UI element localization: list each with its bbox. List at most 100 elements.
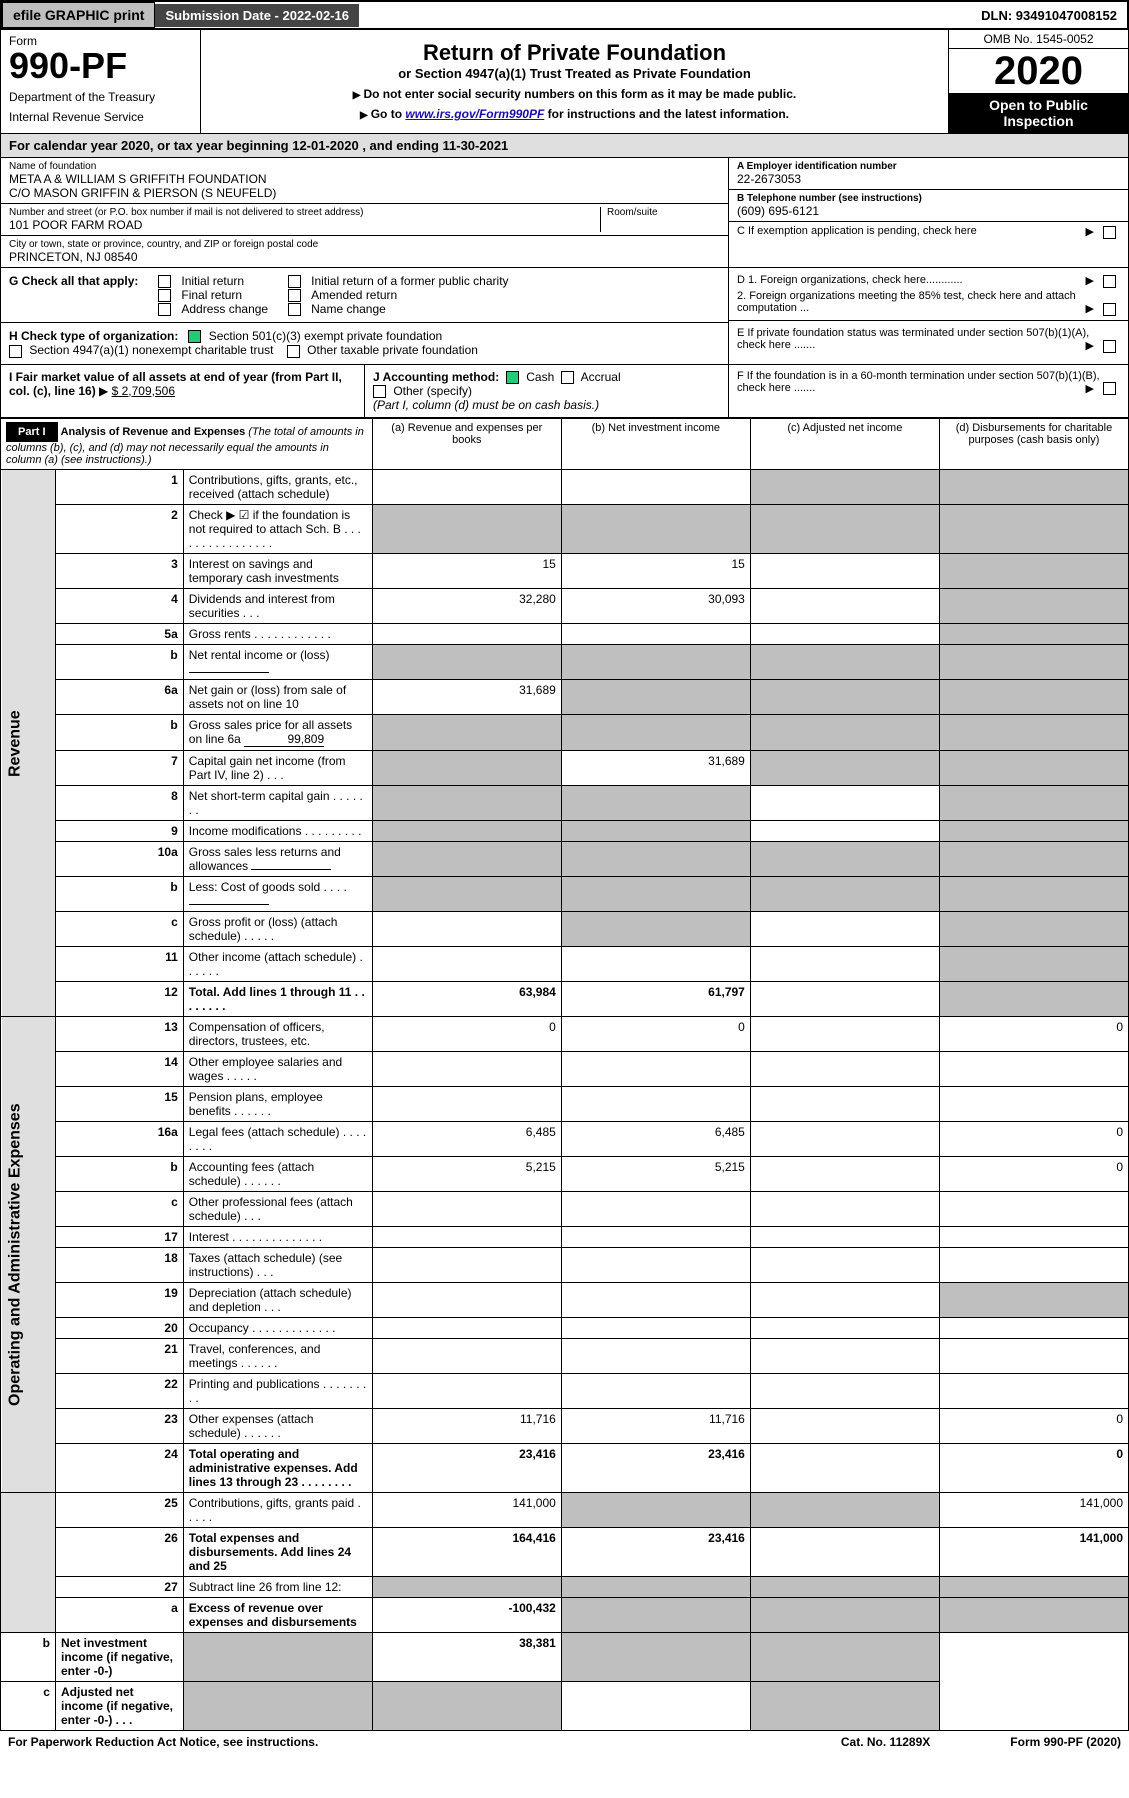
amt-cell	[939, 505, 1128, 554]
line-desc: Net rental income or (loss)	[183, 645, 372, 680]
amt-cell	[750, 505, 939, 554]
amt-cell	[372, 786, 561, 821]
j-accrual: Accrual	[581, 370, 621, 384]
amt-cell	[750, 1598, 939, 1633]
chk-cash[interactable]	[506, 371, 519, 384]
tax-year: 2020	[949, 49, 1128, 93]
address: 101 POOR FARM ROAD	[9, 218, 600, 232]
d2-chk[interactable]	[1103, 303, 1116, 316]
chk-initial[interactable]	[158, 275, 171, 288]
amt-cell	[939, 1339, 1128, 1374]
entity-block: Name of foundation META A & WILLIAM S GR…	[0, 158, 1129, 268]
amt-cell	[561, 912, 750, 947]
amt-cell	[372, 1052, 561, 1087]
amt-cell	[750, 1052, 939, 1087]
chk-501c3[interactable]	[188, 330, 201, 343]
amt-cell: 23,416	[372, 1444, 561, 1493]
amt-cell	[372, 1339, 561, 1374]
line-desc: Other professional fees (attach schedule…	[183, 1192, 372, 1227]
amt-cell	[372, 912, 561, 947]
chk-name[interactable]	[288, 303, 301, 316]
amt-cell: 141,000	[372, 1493, 561, 1528]
amt-cell: 5,215	[372, 1157, 561, 1192]
chk-accrual[interactable]	[561, 371, 574, 384]
chk-final[interactable]	[158, 289, 171, 302]
chk-other-tax[interactable]	[287, 345, 300, 358]
city-value: PRINCETON, NJ 08540	[9, 250, 720, 264]
amt-cell	[939, 1374, 1128, 1409]
amt-cell	[561, 1339, 750, 1374]
amt-cell	[939, 947, 1128, 982]
chk-addr[interactable]	[158, 303, 171, 316]
line-num: 6a	[55, 680, 183, 715]
amt-cell	[561, 1493, 750, 1528]
amt-cell	[561, 1577, 750, 1598]
chk-other-method[interactable]	[373, 385, 386, 398]
line-desc: Net gain or (loss) from sale of assets n…	[183, 680, 372, 715]
efile-button[interactable]: efile GRAPHIC print	[2, 2, 155, 28]
amt-cell	[372, 1087, 561, 1122]
amt-cell	[750, 786, 939, 821]
j-note: (Part I, column (d) must be on cash basi…	[373, 398, 599, 412]
d1-chk[interactable]	[1103, 275, 1116, 288]
line-num: 20	[55, 1318, 183, 1339]
line-desc: Printing and publications . . . . . . . …	[183, 1374, 372, 1409]
line-num: 26	[55, 1528, 183, 1577]
amt-cell	[939, 877, 1128, 912]
amt-cell	[750, 1409, 939, 1444]
irs-link[interactable]: www.irs.gov/Form990PF	[405, 107, 544, 121]
h-label: H Check type of organization:	[9, 329, 178, 343]
amt-cell: 5,215	[561, 1157, 750, 1192]
amt-cell: 141,000	[939, 1493, 1128, 1528]
amt-cell	[750, 877, 939, 912]
amt-cell	[750, 1339, 939, 1374]
amt-cell	[561, 1682, 750, 1731]
amt-cell: 0	[372, 1017, 561, 1052]
amt-cell	[750, 912, 939, 947]
chk-amended[interactable]	[288, 289, 301, 302]
line-num: b	[1, 1633, 56, 1682]
amt-cell	[750, 1633, 939, 1682]
amt-cell	[750, 1017, 939, 1052]
instr-2-post: for instructions and the latest informat…	[544, 107, 789, 121]
omb-number: OMB No. 1545-0052	[949, 30, 1128, 49]
chk-former[interactable]	[288, 275, 301, 288]
amt-cell: 31,689	[372, 680, 561, 715]
amt-cell: 6,485	[561, 1122, 750, 1157]
amt-cell	[750, 1493, 939, 1528]
ein-label: A Employer identification number	[737, 161, 1120, 172]
line-desc: Subtract line 26 from line 12:	[183, 1577, 372, 1598]
c-checkbox[interactable]	[1103, 226, 1116, 239]
amt-cell	[939, 821, 1128, 842]
amt-cell	[939, 1577, 1128, 1598]
opt-addr: Address change	[181, 302, 268, 316]
amt-cell: 11,716	[372, 1409, 561, 1444]
amt-cell	[939, 1598, 1128, 1633]
addr-label: Number and street (or P.O. box number if…	[9, 207, 600, 218]
chk-4947[interactable]	[9, 345, 22, 358]
amt-cell	[750, 470, 939, 505]
f-chk[interactable]	[1103, 382, 1116, 395]
col-b: (b) Net investment income	[561, 419, 750, 470]
amt-cell	[750, 947, 939, 982]
amt-cell	[750, 1122, 939, 1157]
line-num: 25	[55, 1493, 183, 1528]
line-num: b	[55, 715, 183, 751]
e-chk[interactable]	[1103, 340, 1116, 353]
amt-cell	[939, 751, 1128, 786]
line-desc: Travel, conferences, and meetings . . . …	[183, 1339, 372, 1374]
line-desc: Contributions, gifts, grants, etc., rece…	[183, 470, 372, 505]
line-desc: Total operating and administrative expen…	[183, 1444, 372, 1493]
amt-cell	[750, 1528, 939, 1577]
amt-cell	[750, 680, 939, 715]
phone-label: B Telephone number (see instructions)	[737, 193, 1120, 204]
line-desc: Other employee salaries and wages . . . …	[183, 1052, 372, 1087]
form-number: 990-PF	[9, 48, 192, 84]
amt-cell	[372, 1577, 561, 1598]
amt-cell	[561, 1374, 750, 1409]
foundation-name-2: C/O MASON GRIFFIN & PIERSON (S NEUFELD)	[9, 186, 720, 200]
amt-cell	[750, 554, 939, 589]
amt-cell	[561, 715, 750, 751]
amt-cell	[372, 821, 561, 842]
line-num: 18	[55, 1248, 183, 1283]
